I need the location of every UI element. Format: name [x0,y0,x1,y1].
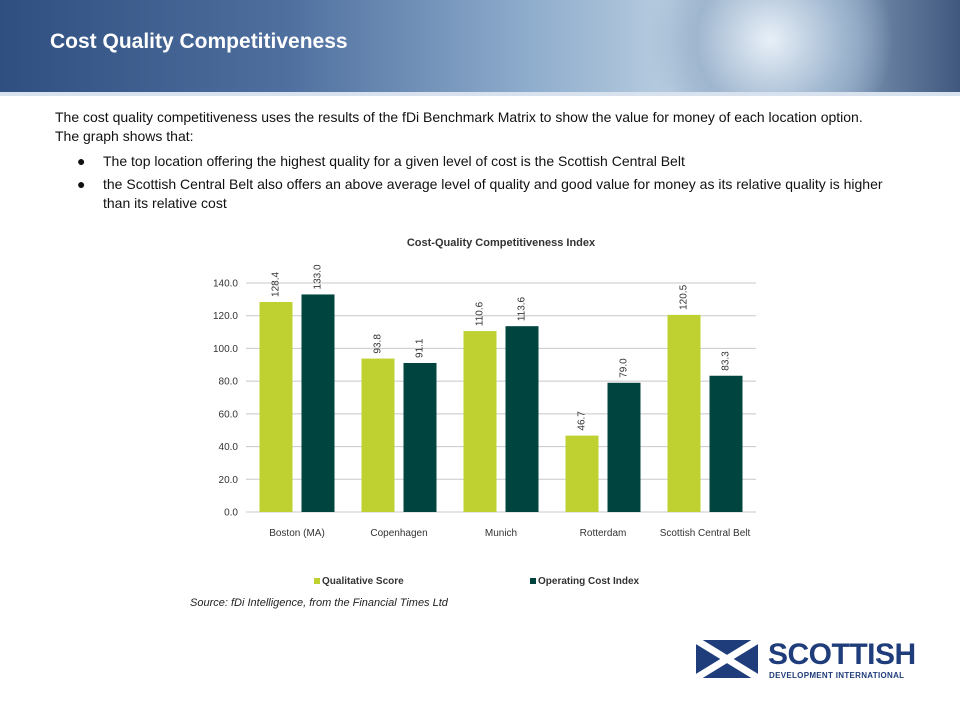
header-banner [0,0,960,96]
bar [607,382,641,512]
data-label: 113.6 [517,296,528,321]
bullet-icon: ● [77,176,86,192]
page-title: Cost Quality Competitiveness [50,30,348,53]
y-tick-label: 140.0 [213,279,238,290]
bullet-text: the Scottish Central Belt also offers an… [103,176,883,211]
y-tick-label: 40.0 [219,442,239,453]
y-tick-label: 80.0 [219,377,239,388]
data-label: 110.6 [475,301,486,326]
data-label: 91.1 [415,338,426,358]
bar [361,358,395,512]
bar [463,331,497,512]
data-label: 46.7 [577,411,588,431]
y-tick-label: 100.0 [213,344,238,355]
bullet-item: ● the Scottish Central Belt also offers … [55,175,885,213]
y-tick-label: 20.0 [219,475,239,486]
legend-label: Qualitative Score [322,576,404,587]
bullet-item: ● The top location offering the highest … [55,152,885,171]
x-tick-label: Copenhagen [370,528,427,539]
legend-swatch [314,578,320,584]
cost-quality-chart: Cost-Quality Competitiveness Index 0.0 20.… [213,237,756,587]
bullet-list: ● The top location offering the highest … [55,152,885,217]
bar [403,362,437,512]
data-label: 133.0 [313,264,324,289]
x-tick-label: Rotterdam [580,528,627,539]
bar [565,435,599,512]
data-label: 93.8 [373,334,384,354]
data-label: 79.0 [619,358,630,378]
chart-title: Cost-Quality Competitiveness Index [407,237,596,249]
legend-label: Operating Cost Index [538,576,640,587]
saltire-flag-icon [696,640,758,678]
y-tick-label: 60.0 [219,409,239,420]
source-note: Source: fDi Intelligence, from the Finan… [190,597,448,609]
bullet-icon: ● [77,153,86,169]
scottish-development-international-logo: SCOTTISH DEVELOPMENT INTERNATIONAL [696,638,926,680]
bar [301,294,335,512]
y-tick-label: 120.0 [213,311,238,322]
bullet-text: The top location offering the highest qu… [103,153,685,169]
legend-swatch [530,578,536,584]
bar [667,314,701,512]
data-label: 128.4 [271,272,282,297]
intro-text: The cost quality competitiveness uses th… [55,109,863,144]
x-tick-label: Scottish Central Belt [660,528,751,539]
bar [259,301,293,512]
data-label: 120.5 [679,284,690,309]
y-tick-label: 0.0 [224,508,238,519]
logo-wordmark: SCOTTISH [768,638,916,671]
bar [505,326,539,512]
x-tick-label: Boston (MA) [269,528,325,539]
logo-tagline: DEVELOPMENT INTERNATIONAL [769,671,905,680]
bar [709,375,743,512]
data-label: 83.3 [721,351,732,371]
x-tick-label: Munich [485,528,517,539]
